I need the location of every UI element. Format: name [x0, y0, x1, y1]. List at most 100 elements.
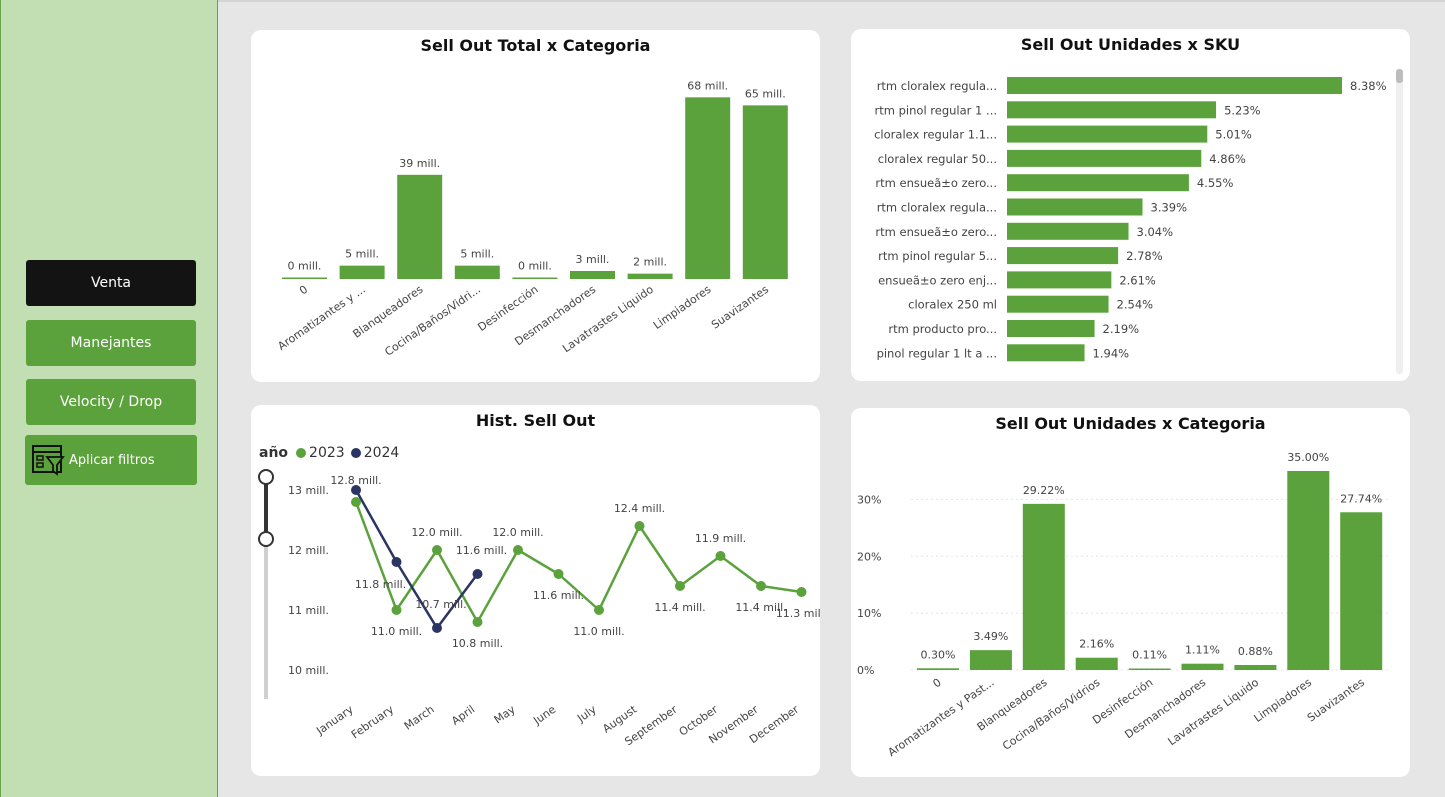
top-divider [218, 0, 1445, 2]
bar [512, 277, 558, 279]
bar [1007, 344, 1085, 362]
data-point [513, 545, 523, 555]
bar [1234, 664, 1277, 670]
x-tick-label: Aromatizantes y ... [275, 283, 367, 353]
data-point [472, 617, 483, 627]
legend-dot-2023[interactable] [296, 448, 307, 458]
card-unidades-categoria: Sell Out Unidades x Categoria 30% 20% 10% 0… [851, 408, 1410, 777]
data-point [796, 587, 807, 597]
card-unidades-sku: Sell Out Unidades x SKU 8.38% rtm clorale… [851, 29, 1410, 381]
data-label: 8.38% [1350, 79, 1387, 93]
chart-title: Hist. Sell Out [475, 411, 596, 430]
bar-chart-unidades-categoria: 30%20%10%0%0.30%03.49%Aromatizantes y Pa… [857, 451, 1391, 759]
y-tick-label: rtm producto pro... [888, 322, 997, 336]
bar [1181, 663, 1224, 670]
nav-manejantes-button[interactable]: Manejantes [26, 320, 196, 366]
legend: año 2023 2024 [259, 445, 399, 461]
series-line-2023 [354, 501, 802, 625]
filter-table-icon [31, 443, 65, 477]
x-tick-label: April [449, 703, 477, 728]
legend-label-2024[interactable]: 2024 [363, 445, 400, 461]
bar [1007, 149, 1202, 167]
apply-filters-button[interactable]: Aplicar filtros [25, 435, 197, 485]
data-label: 10.7 mill. [415, 598, 466, 611]
x-tick-label: July [574, 703, 599, 726]
card-hist-sell-out: Hist. Sell Out año 2023 2024 13 mill. 12 … [251, 405, 820, 776]
legend-label-2023[interactable]: 2023 [309, 445, 345, 461]
data-point [351, 497, 361, 507]
data-label: 11.4 mill. [735, 601, 786, 614]
data-label: 11.9 mill. [695, 532, 746, 545]
scrollbar-thumb[interactable] [1396, 69, 1403, 83]
nav-velocity-drop-button[interactable]: Velocity / Drop [26, 379, 196, 425]
data-label: 3.39% [1151, 201, 1188, 215]
data-label: 5.01% [1215, 128, 1252, 142]
card-total-categoria: Sell Out Total x Categoria 0 mill. 0 5 mil… [251, 30, 820, 382]
y-tick-label: rtm pinol regular 1 ... [875, 103, 997, 117]
data-label: 0 mill. [518, 260, 552, 273]
bar [1007, 247, 1119, 265]
y-tick-label: 0% [857, 664, 874, 677]
x-tick-label: February [349, 703, 397, 742]
data-label: 2 mill. [633, 256, 667, 269]
data-label: 11.8 mill. [355, 578, 406, 591]
data-point [432, 623, 442, 633]
data-point [391, 557, 402, 567]
data-label: 68 mill. [687, 79, 728, 92]
bar-chart-total-categoria: 0 mill. 0 5 mill. Aromatizantes y ... 39 mil… [275, 79, 788, 359]
legend-dot-2024[interactable] [350, 448, 361, 458]
apply-filters-label: Aplicar filtros [69, 452, 155, 468]
data-label: 11.3 mill. [776, 607, 820, 620]
data-label: 11.0 mill. [573, 625, 624, 638]
x-tick-label: Cocina/Baños/Vidri... [382, 283, 483, 359]
bar [685, 97, 731, 279]
bar [1022, 503, 1065, 670]
data-label: 0.11% [1132, 649, 1167, 662]
data-label: 11.4 mill. [654, 601, 705, 614]
data-label: 3 mill. [576, 253, 610, 266]
data-label: 11.0 mill. [371, 625, 422, 638]
data-label: 5 mill. [460, 248, 494, 261]
nav-venta-button[interactable]: Venta [26, 260, 196, 306]
x-tick-label: May [492, 703, 518, 727]
bar-chart-unidades-sku: 8.38% rtm cloralex regula... 5.23% rtm pino… [874, 77, 1387, 362]
bar [1007, 101, 1217, 119]
bar [1007, 125, 1208, 143]
chart-title: Sell Out Unidades x SKU [1020, 35, 1241, 54]
y-tick-label: 20% [857, 550, 881, 563]
data-point [351, 485, 361, 495]
data-point [675, 581, 685, 591]
bar [1007, 222, 1129, 240]
x-tick-label: Limpiadores [651, 283, 714, 332]
range-slider-handle-bottom[interactable] [258, 531, 274, 547]
data-label: 10.8 mill. [452, 637, 503, 650]
y-tick-label: rtm pinol regular 5... [878, 249, 997, 263]
y-tick-label: rtm ensueã±o zero... [875, 225, 997, 239]
bar [1007, 174, 1189, 192]
data-label: 12.0 mill. [411, 526, 462, 539]
y-tick-label: 13 mill. [288, 484, 329, 497]
bar [1128, 668, 1171, 670]
data-point [432, 545, 442, 555]
y-tick-label: 30% [857, 493, 881, 506]
bar [339, 265, 385, 279]
data-label: 27.74% [1340, 492, 1382, 505]
data-label: 65 mill. [745, 87, 786, 100]
data-label: 2.61% [1119, 273, 1156, 287]
x-tick-label: 0 [931, 676, 944, 691]
data-label: 0 mill. [288, 260, 322, 273]
bar [1340, 512, 1383, 670]
x-tick-label: June [530, 703, 558, 728]
data-label: 3.49% [973, 630, 1008, 643]
range-slider-handle-top[interactable] [258, 469, 274, 485]
x-tick-label: Suavizantes [1305, 676, 1367, 725]
bar [742, 105, 788, 279]
data-label: 11.6 mill. [456, 544, 507, 557]
scrollbar-track[interactable] [1396, 69, 1403, 374]
x-tick-label: March [402, 703, 437, 733]
y-tick-label: pinol regular 1 lt a ... [877, 346, 997, 360]
bar [1007, 198, 1143, 216]
data-label: 39 mill. [399, 157, 440, 170]
bar [627, 273, 673, 279]
data-label: 5 mill. [345, 248, 379, 261]
